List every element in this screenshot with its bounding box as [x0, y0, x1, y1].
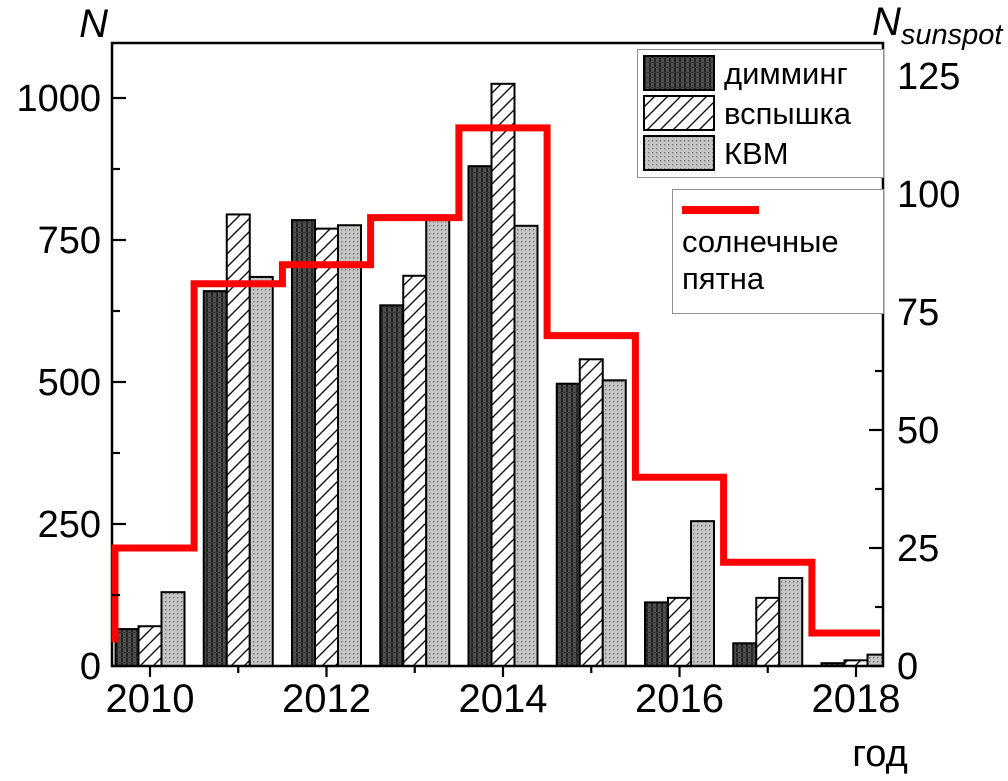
bar-white-diagonal-hatch-2013: [402, 274, 428, 666]
legend-item-dimming: димминг: [643, 53, 883, 93]
bar-white-diagonal-hatch-2012: [314, 227, 339, 666]
dimming-swatch-icon: [643, 55, 715, 91]
bar-gray-dots-2014: [513, 224, 539, 666]
bar-gray-dots-2015: [601, 379, 627, 666]
legend-bar-series: димминг вспышка КВМ: [637, 49, 884, 178]
tick-label: 2012: [282, 677, 371, 721]
tick-label: 1000: [16, 78, 101, 120]
tick-label: 50: [897, 410, 939, 452]
plot-border: [110, 41, 885, 668]
right-axis-title-subscript: sunspot: [900, 19, 1003, 51]
tick-label: 2016: [635, 677, 724, 721]
bar-dark-vertical-stripes-2016: [644, 601, 669, 666]
bar-dark-vertical-stripes-2014: [467, 165, 493, 666]
bar-gray-dots-2017: [778, 576, 804, 666]
legend-label-flare: вспышка: [724, 95, 852, 131]
legend-item-cme: КВМ: [643, 133, 883, 173]
tick-label: 500: [38, 362, 101, 404]
tick-label: 100: [897, 174, 960, 216]
axis-tick-labels: 0 250 500 750 1000 0 25 50 75 100 125 2010 2012 2014 2…: [16, 56, 960, 721]
bar-gray-dots-2013: [425, 217, 451, 666]
tick-label: 0: [80, 646, 101, 688]
bar-gray-dots-2010: [160, 591, 186, 666]
tick-label: 25: [897, 528, 939, 570]
tick-label: 2018: [812, 677, 901, 721]
flare-swatch-icon: [643, 95, 715, 131]
x-axis-title: год: [852, 733, 908, 775]
bar-gray-dots-2012: [337, 224, 362, 666]
bar-white-diagonal-hatch-2016: [667, 596, 692, 666]
bar-dark-vertical-stripes-2017: [732, 642, 758, 666]
tick-label: 2014: [459, 677, 548, 721]
bar-white-diagonal-hatch-2014: [490, 82, 516, 666]
bar-dark-vertical-stripes-2012: [291, 219, 316, 666]
bar-white-diagonal-hatch-2015: [578, 358, 604, 666]
legend-label-cme: КВМ: [724, 135, 789, 171]
bar-dark-vertical-stripes-2013: [379, 304, 405, 666]
tick-label: 750: [38, 220, 101, 262]
cme-swatch-icon: [643, 135, 715, 171]
legend-sunspots: солнечные пятна: [672, 189, 884, 314]
bar-dark-vertical-stripes-2015: [555, 382, 581, 666]
legend-label-dimming: димминг: [724, 55, 848, 91]
bar-dark-vertical-stripes-2010: [114, 628, 140, 666]
bar-dark-vertical-stripes-2011: [202, 290, 228, 666]
right-axis-title: Nsunspot: [872, 0, 1002, 52]
tick-label: 250: [38, 504, 101, 546]
legend-label-sunspots: солнечные пятна: [682, 224, 839, 296]
bar-gray-dots-2018: [866, 653, 883, 666]
bars-group: [114, 82, 883, 666]
bar-white-diagonal-hatch-2010: [137, 625, 163, 666]
tick-label: 125: [897, 56, 960, 98]
tick-label: 75: [897, 292, 939, 334]
tick-label: 2010: [106, 677, 195, 721]
bar-gray-dots-2016: [690, 520, 715, 666]
red-line-swatch-icon: [682, 206, 759, 214]
sunspot-step-line: [111, 124, 880, 643]
tick-label: 0: [897, 646, 918, 688]
legend-item-flare: вспышка: [643, 93, 883, 133]
bar-white-diagonal-hatch-2017: [755, 596, 781, 666]
left-axis-title: N: [79, 2, 108, 46]
right-axis-title-base: N: [872, 0, 901, 44]
bar-gray-dots-2011: [248, 275, 274, 666]
